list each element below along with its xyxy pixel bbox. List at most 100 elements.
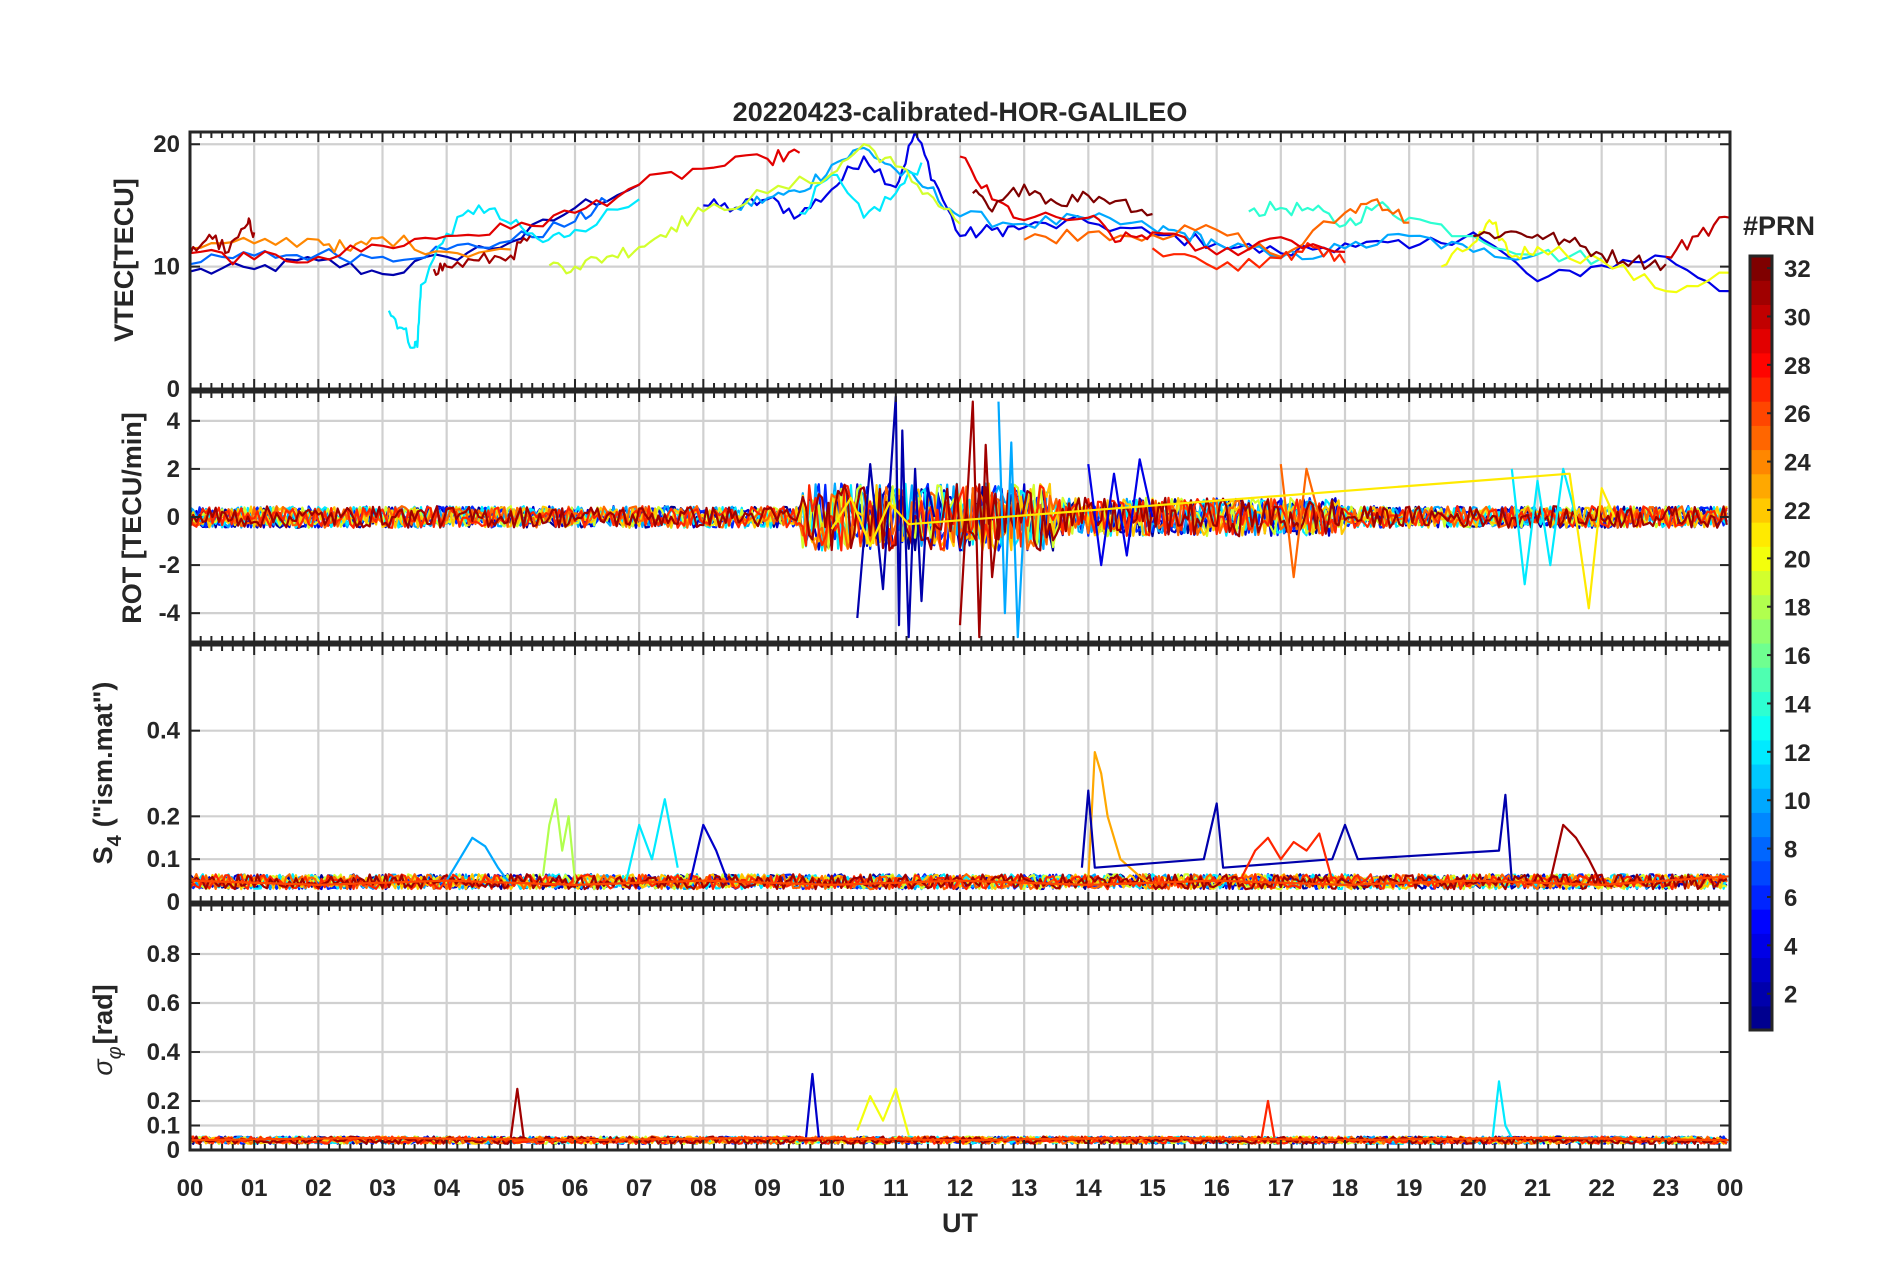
series-prn-10	[735, 146, 1538, 261]
series-prn-21	[830, 472, 1616, 610]
x-tick-label: 20	[1460, 1175, 1487, 1202]
sigma-phi-panel: 00.10.2 0.4 0.6 0.8	[147, 903, 1732, 1164]
series-prn-30	[1665, 215, 1730, 259]
colorbar-band	[1750, 715, 1772, 741]
series-prn-4	[703, 132, 1730, 293]
colorbar-label: #PRN	[1743, 211, 1815, 241]
colorbar-tick-label: 32	[1784, 256, 1811, 283]
y-tick-label: 0	[167, 889, 180, 916]
y-tick-label: -4	[159, 600, 181, 627]
colorbar-band	[1750, 643, 1772, 668]
x-tick-label: 06	[562, 1175, 589, 1202]
colorbar-band	[1750, 763, 1772, 789]
colorbar-band	[1750, 860, 1772, 886]
x-tick-label: 18	[1332, 1175, 1359, 1202]
vtec-ylabel: VTEC[TECU]	[109, 178, 139, 342]
s4-ylabel-sub: 4	[104, 834, 126, 846]
x-tick-label: 14	[1075, 1175, 1102, 1202]
series-prn-31	[958, 400, 1000, 639]
colorbar-band	[1750, 570, 1772, 596]
x-tick-label: 01	[241, 1175, 268, 1202]
x-tick-label: 09	[754, 1175, 781, 1202]
s4-ylabel: S4 ("ism.mat")	[88, 682, 126, 865]
y-tick-label: 0.8	[147, 941, 180, 968]
colorbar-band	[1750, 352, 1772, 378]
s4-ylabel-main: S	[88, 846, 118, 864]
colorbar-tick-label: 22	[1784, 498, 1811, 525]
series-prn-24	[190, 234, 511, 258]
series-prn-26	[190, 875, 1730, 886]
series-prn-2	[856, 395, 936, 639]
series-prn-32	[1473, 230, 1667, 272]
x-tick-label: 00	[177, 1175, 204, 1202]
colorbar-tick-label: 14	[1784, 691, 1811, 718]
colorbar-tick-label: 20	[1784, 546, 1811, 573]
y-tick-label: 0	[167, 376, 180, 403]
colorbar-tick-label: 10	[1784, 788, 1811, 815]
y-tick-label: 0.1	[147, 846, 180, 873]
colorbar-band	[1750, 1005, 1772, 1031]
x-tick-label: 21	[1524, 1175, 1551, 1202]
colorbar-band	[1750, 328, 1772, 354]
colorbar-band	[1750, 812, 1772, 838]
y-tick-label: 2	[167, 456, 180, 483]
x-tick-label: 08	[690, 1175, 717, 1202]
s4-ylabel-rest: ("ism.mat")	[88, 682, 118, 828]
colorbar-band	[1750, 256, 1772, 281]
series-prn-18	[541, 798, 577, 881]
series-group	[190, 751, 1730, 891]
series-prn-2	[190, 183, 640, 277]
x-axis-label: UT	[942, 1208, 978, 1238]
colorbar-band	[1750, 933, 1772, 959]
series-prn-27	[1151, 242, 1346, 272]
series-prn-19	[548, 143, 961, 275]
x-tick-label: 22	[1588, 1175, 1615, 1202]
y-tick-label: 0.1	[147, 1113, 180, 1140]
colorbar-band	[1750, 909, 1772, 934]
series-group	[190, 395, 1728, 639]
series-prn-10	[445, 836, 512, 886]
x-tick-label: 04	[433, 1175, 460, 1202]
colorbar-band	[1750, 981, 1772, 1007]
colorbar-band	[1750, 788, 1772, 813]
colorbar-band	[1750, 739, 1772, 765]
series-prn-31	[190, 217, 256, 255]
series-prn-3	[804, 1072, 820, 1138]
y-tick-label: 0	[167, 504, 180, 531]
vtec-panel: 0 10 20	[153, 130, 1732, 403]
x-tick-label: 10	[818, 1175, 845, 1202]
series-prn-20	[856, 1087, 910, 1136]
colorbar-band	[1750, 425, 1772, 451]
series-prn-12	[1491, 1080, 1513, 1139]
sigma-ylabel: σφ [rad]	[88, 984, 126, 1075]
colorbar-band	[1750, 884, 1772, 910]
x-tick-label: 02	[305, 1175, 332, 1202]
colorbar-tick-label: 24	[1784, 450, 1811, 477]
x-tick-labels: 00 01 02 03 04 05 06 07 08 09 10 11 12 13 14 15 16 17 18 19…	[177, 1175, 1744, 1202]
rot-panel: -4 -2 0 2 4	[159, 390, 1732, 644]
y-tick-label: 4	[167, 408, 181, 435]
colorbar-band	[1750, 304, 1772, 330]
colorbar-band	[1750, 957, 1772, 983]
colorbar-tick-label: 4	[1784, 933, 1798, 960]
colorbar-tick-label: 6	[1784, 885, 1797, 912]
series-prn-2	[1080, 789, 1513, 881]
series-prn-27	[1241, 832, 1334, 881]
colorbar-band	[1750, 376, 1772, 402]
colorbar-tick-label: 16	[1784, 643, 1811, 670]
y-tick-label: 0.2	[147, 1088, 180, 1115]
colorbar-frame	[1748, 254, 1774, 1032]
y-tick-label: 0.2	[147, 803, 180, 830]
series-prn-23	[1087, 751, 1154, 886]
series-prn-20	[1440, 219, 1730, 294]
colorbar-band	[1750, 618, 1772, 644]
colorbar-band	[1750, 280, 1772, 305]
x-tick-label: 03	[369, 1175, 396, 1202]
y-tick-label: 0	[167, 1137, 180, 1164]
series-prn-32	[972, 183, 1153, 217]
colorbar-tick-label: 2	[1784, 982, 1797, 1009]
series-prn-29	[190, 148, 801, 266]
y-tick-label: 20	[153, 131, 180, 158]
colorbar-tick-label: 28	[1784, 353, 1811, 380]
